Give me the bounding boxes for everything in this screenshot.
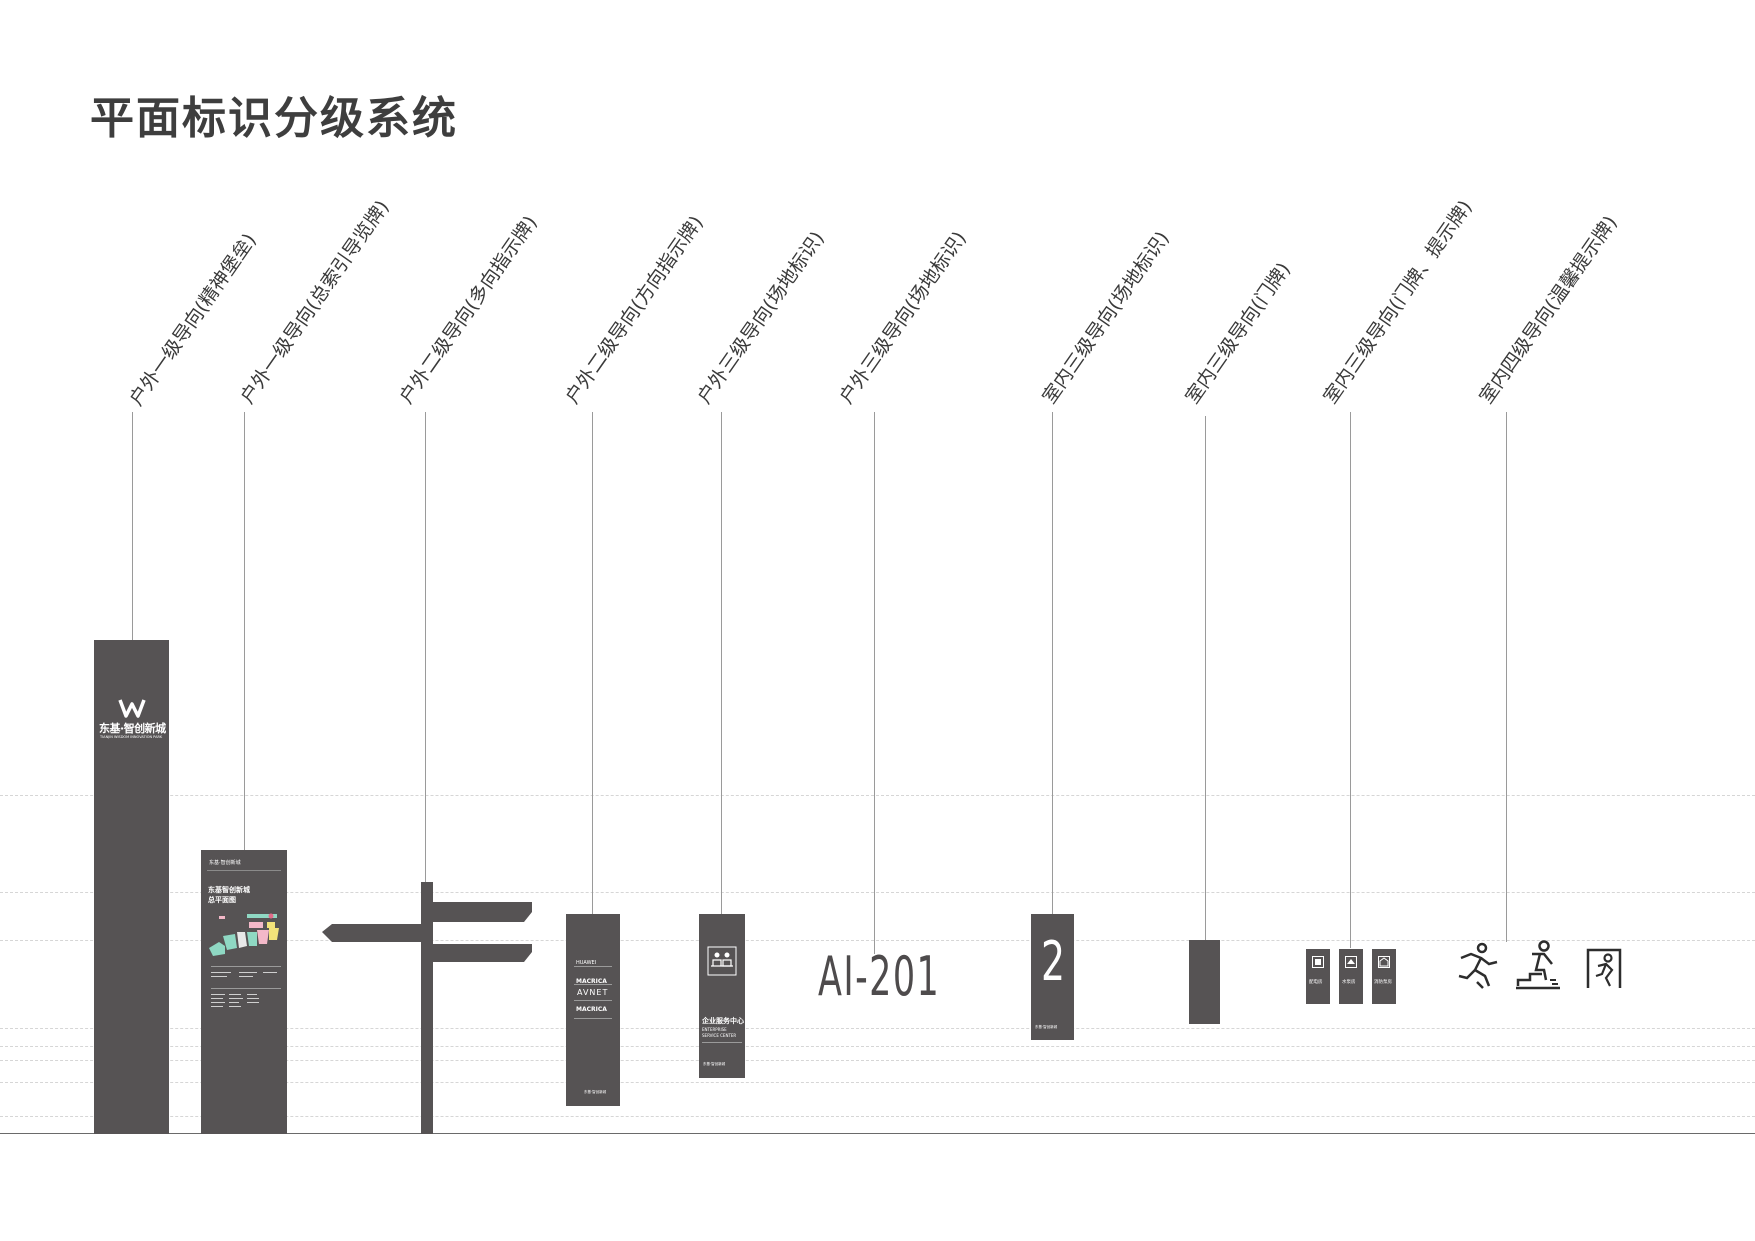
ground-line — [0, 1133, 1755, 1134]
door-plate-pump-room: 水泵房 — [1339, 949, 1363, 1004]
directory-heading: 东基智创新城 — [208, 886, 250, 894]
divider — [574, 1018, 612, 1019]
door-plate-sign — [1189, 940, 1220, 1024]
leader-line — [1506, 412, 1507, 942]
leader-line — [1205, 416, 1206, 940]
category-label-indoor-door-notice: 室内三级导向(门牌、提示牌) — [1319, 196, 1477, 408]
fire-pump-room-icon — [1378, 956, 1390, 968]
category-label-indoor-site: 室内三级导向(场地标识) — [1038, 227, 1174, 408]
floor-number-sign: 2 东基·智创新城 — [1031, 914, 1074, 1040]
site-sign-name-en-2: SERVICE CENTER — [702, 1033, 737, 1038]
divider — [702, 1042, 742, 1043]
electric-room-icon — [1312, 956, 1324, 968]
divider — [207, 870, 281, 871]
pump-room-icon — [1345, 956, 1357, 968]
leader-line — [592, 412, 593, 914]
site-sign-name-en-1: ENTERPRISE — [702, 1027, 727, 1032]
directory-subheading: 总平面图 — [208, 896, 236, 904]
tenant-logo-huawei: HUAWEI — [576, 960, 597, 966]
floor-number: 2 — [1041, 930, 1066, 993]
service-desk-icon — [707, 946, 737, 976]
guide-line — [0, 1060, 1755, 1061]
pylon-brand-cn: 东基·智创新城 — [99, 722, 166, 735]
site-sign-name-cn: 企业服务中心 — [702, 1017, 744, 1025]
tenant-logo-avnet: AVNET — [577, 988, 609, 997]
guide-line — [0, 1046, 1755, 1047]
category-label-multi-direction: 户外二级导向(多向指示牌) — [395, 211, 542, 408]
multi-direction-signpost — [322, 882, 532, 1134]
divider — [574, 984, 612, 985]
tenant-logo-macrica-2: MACRICA — [576, 1006, 607, 1013]
leader-line — [1052, 412, 1053, 914]
exit-door-icon — [1586, 948, 1622, 988]
pylon-sign: 东基·智创新城 TIANJIN WISDOM INNOVATION PARK — [94, 640, 169, 1134]
room-number-lettering: AI-201 — [818, 945, 941, 1008]
door-plate-power-room: 配电房 — [1306, 949, 1330, 1004]
category-label-indoor-reminder: 室内四级导向(温馨提示牌) — [1475, 211, 1622, 408]
category-label-outdoor-site-2: 户外三级导向(场地标识) — [835, 227, 971, 408]
pylon-brand-en: TIANJIN WISDOM INNOVATION PARK — [100, 735, 163, 739]
divider — [574, 1000, 612, 1001]
guide-line — [0, 795, 1755, 796]
guide-line — [0, 892, 1755, 893]
leader-line — [874, 412, 875, 954]
floor-sign-footer: 东基·智创新城 — [1035, 1025, 1058, 1029]
leader-line — [1350, 412, 1351, 948]
site-sign-footer: 东基·智创新城 — [703, 1062, 726, 1066]
stairs-caution-icon — [1516, 940, 1560, 990]
divider — [574, 966, 612, 967]
directory-sign: 东基·智创新城 东基智创新城 总平面图 — [201, 850, 287, 1134]
guide-line — [0, 940, 1755, 941]
door-plate-label: 消防泵房 — [1374, 980, 1392, 985]
door-plate-label: 水泵房 — [1342, 980, 1356, 985]
category-label-outdoor-site-1: 户外三级导向(场地标识) — [693, 227, 829, 408]
leader-line — [425, 412, 426, 882]
page-title: 平面标识分级系统 — [90, 93, 458, 144]
leader-line — [132, 412, 133, 640]
category-label-directory: 户外一级导向(总索引导览牌) — [236, 196, 394, 408]
door-plate-fire-pump-room: 消防泵房 — [1372, 949, 1396, 1004]
guide-line — [0, 1116, 1755, 1117]
brand-logo-icon — [118, 699, 146, 718]
category-label-indoor-door: 室内三级导向(门牌) — [1181, 258, 1295, 408]
leader-line — [721, 412, 722, 914]
tenant-logo-macrica: MACRICA — [576, 978, 607, 985]
directory-logo-text: 东基·智创新城 — [209, 860, 241, 866]
site-map-illustration — [209, 913, 281, 1007]
site-sign: 企业服务中心 ENTERPRISE SERVICE CENTER 东基·智创新城 — [699, 914, 745, 1078]
category-label-direction: 户外二级导向(方向指示牌) — [561, 211, 708, 408]
guide-line — [0, 1028, 1755, 1029]
guide-line — [0, 1082, 1755, 1083]
running-person-icon — [1458, 942, 1498, 989]
door-plate-label: 配电房 — [1309, 980, 1323, 985]
direction-sign: HUAWEI MACRICA AVNET MACRICA 东基·智创新城 — [566, 914, 620, 1106]
leader-line — [244, 412, 245, 852]
direction-sign-footer: 东基·智创新城 — [584, 1090, 607, 1094]
